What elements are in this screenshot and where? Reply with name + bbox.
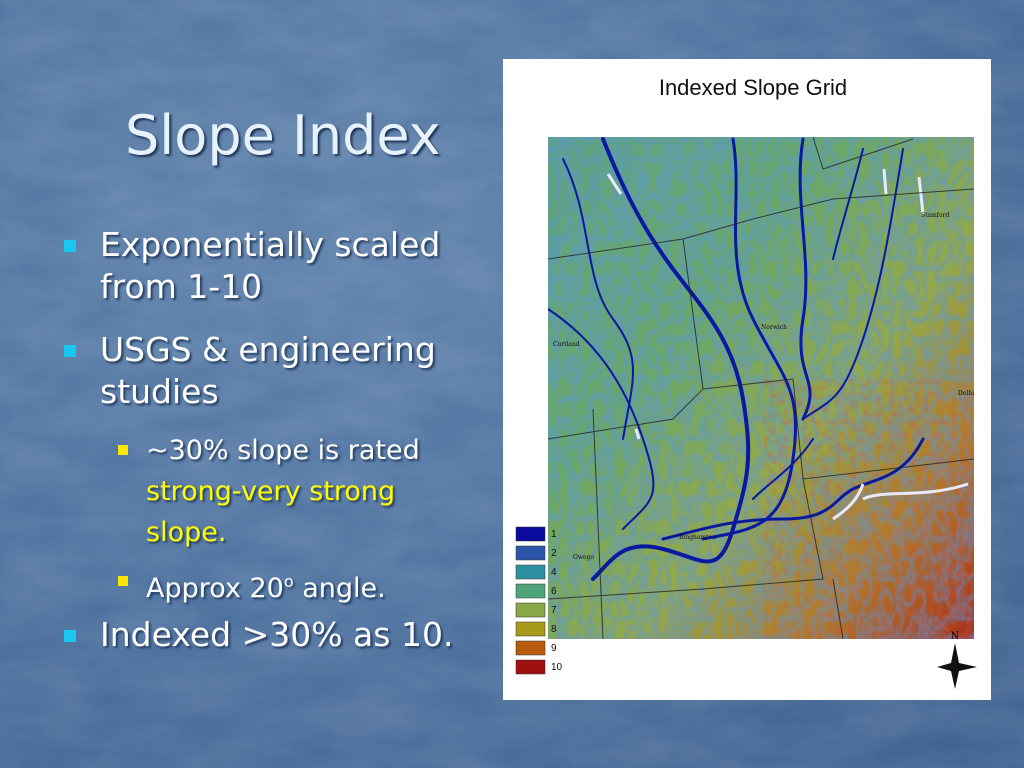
place-label: Norwich [761,324,787,331]
legend-label: 1 [551,529,557,540]
legend-swatch [515,583,546,599]
legend-swatch [515,545,546,561]
legend-swatch [515,564,546,580]
slope-raster [548,137,974,639]
place-label: Owego [573,554,594,561]
slide-title: Slope Index [125,104,441,167]
sub-bullet-text: angle. [293,573,386,604]
superscript: o [283,572,294,591]
sub-bullet-text: ~30% slope is rated [146,435,420,466]
bullet: Indexed >30% as 10. [64,614,480,656]
legend-label: 8 [551,624,557,635]
place-label: Cortland [553,341,580,348]
legend-label: 10 [551,662,563,673]
legend: 1 2 4 6 7 8 9 10 [515,526,563,675]
legend-label: 7 [551,605,557,616]
legend-swatch [515,621,546,637]
sub-bullet-text: Approx 20 [146,573,284,604]
legend-swatch [515,640,546,656]
legend-swatch [515,602,546,618]
compass-label: N [951,631,960,642]
place-label: Binghamton [679,534,716,541]
legend-label: 4 [551,567,557,578]
place-label: Stamford [921,212,949,219]
compass: N [937,631,977,689]
legend-swatch [515,659,546,675]
place-label: Delhi [958,390,974,397]
bullet: Exponentially scaled from 1-10 [64,224,480,308]
legend-label: 9 [551,643,557,654]
sub-bullet: ~30% slope is rated strong-very strong s… [118,430,446,553]
highlight-text: strong-very strong slope. [146,476,396,548]
bullet: USGS & engineering studies [64,329,480,413]
map-title: Indexed Slope Grid [659,75,847,100]
sub-bullet: Approx 20o angle. [118,561,446,609]
map-figure: Indexed Slope Grid [503,59,991,700]
legend-label: 6 [551,586,557,597]
place-labels: Stamford Norwich Cortland Delhi Binghamton Ow… [553,212,974,561]
legend-swatch [515,526,546,542]
legend-label: 2 [551,548,557,559]
